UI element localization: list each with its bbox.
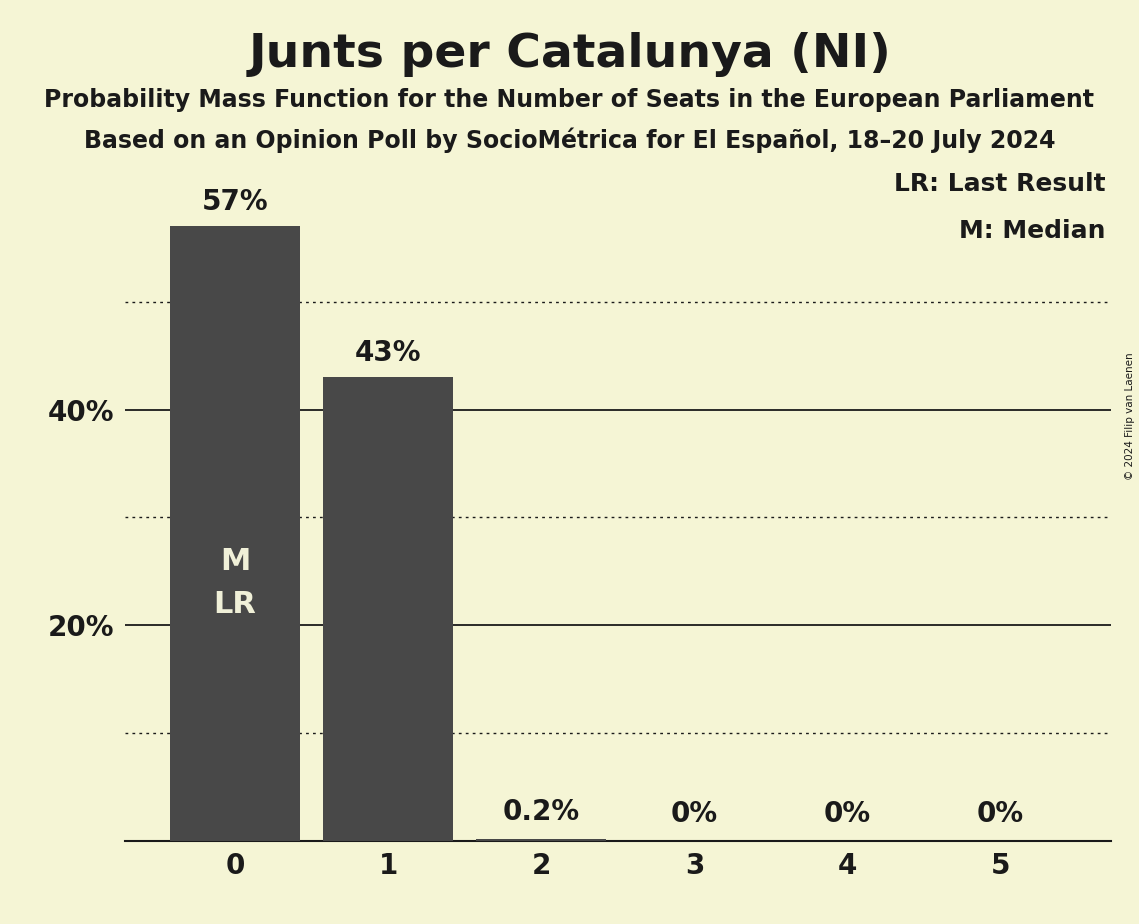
Bar xyxy=(323,377,453,841)
Text: 57%: 57% xyxy=(202,188,269,215)
Text: Junts per Catalunya (NI): Junts per Catalunya (NI) xyxy=(248,32,891,78)
Text: 0%: 0% xyxy=(823,800,871,828)
Text: © 2024 Filip van Laenen: © 2024 Filip van Laenen xyxy=(1125,352,1134,480)
Text: 0.2%: 0.2% xyxy=(502,797,580,826)
Bar xyxy=(170,226,301,841)
Text: M: Median: M: Median xyxy=(959,219,1106,243)
Text: 0%: 0% xyxy=(671,800,718,828)
Text: Probability Mass Function for the Number of Seats in the European Parliament: Probability Mass Function for the Number… xyxy=(44,88,1095,112)
Text: LR: Last Result: LR: Last Result xyxy=(894,172,1106,196)
Text: Based on an Opinion Poll by SocioMétrica for El Español, 18–20 July 2024: Based on an Opinion Poll by SocioMétrica… xyxy=(84,128,1055,153)
Bar xyxy=(476,839,606,841)
Text: 0%: 0% xyxy=(977,800,1024,828)
Text: 43%: 43% xyxy=(355,338,421,367)
Text: M
LR: M LR xyxy=(214,547,256,619)
